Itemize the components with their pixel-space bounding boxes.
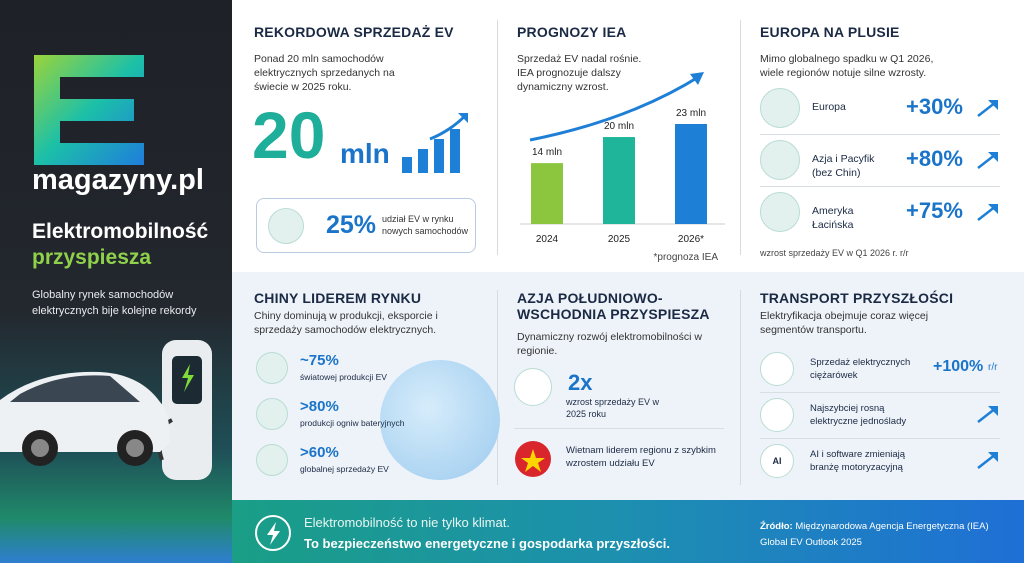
europe-note: wzrost sprzedaży EV w Q1 2026 r. r/r <box>760 248 909 258</box>
globe <box>380 360 500 480</box>
divider <box>514 428 724 429</box>
divider <box>760 186 1000 187</box>
vietnam-flag <box>515 441 551 477</box>
source-label: Źródło: <box>760 521 793 532</box>
region-name: Europa <box>812 101 846 113</box>
item-icon <box>760 352 794 386</box>
icon-label: AI <box>772 456 782 466</box>
up-arrow <box>977 452 998 469</box>
section-text: Ponad 20 mln samochodów elektrycznych sp… <box>254 53 395 93</box>
growth-icon <box>514 368 552 406</box>
section-title: REKORDOWA SPRZEDAŻ EV <box>254 24 454 40</box>
growth-value: 2x <box>568 370 593 395</box>
source-text: Międzynarodowa Agencja Energetyczna (IEA… <box>760 521 989 548</box>
up-arrow <box>977 100 998 117</box>
category-label: 2024 <box>536 234 559 245</box>
region-value: +80% <box>906 146 963 171</box>
big-unit: mln <box>340 138 390 169</box>
growth-label: wzrost sprzedaży EV w 2025 roku <box>566 397 660 419</box>
growth-icon <box>402 113 468 173</box>
bar <box>531 163 563 224</box>
chart-note: *prognoza IEA <box>653 252 719 263</box>
section-text: Chiny dominują w produkcji, eksporcie i … <box>254 310 438 336</box>
sidebar: magazyny.pl Elektromobilność przyspiesza… <box>0 0 232 563</box>
globe-icon <box>760 140 800 180</box>
category-label: 2025 <box>608 234 631 245</box>
footer-line2: To bezpieczeństwo energetyczne i gospoda… <box>304 536 671 551</box>
item-unit: r/r <box>988 362 998 373</box>
footer <box>232 500 1024 563</box>
item-icon: AI <box>760 444 794 478</box>
divider <box>760 134 1000 135</box>
category-label: 2026* <box>678 234 704 245</box>
globe-icon <box>760 192 800 232</box>
section-title: CHINY LIDEREM RYNKU <box>254 290 422 306</box>
section-title: AZJA POŁUDNIOWO-WSCHODNIA PRZYSPIESZA <box>517 290 710 322</box>
sidebar-title: Elektromobilność <box>32 220 209 243</box>
share-text: udział EV w rynku nowych samochodów <box>382 214 469 236</box>
vietnam-text: Wietnam liderem regionu z szybkim wzrost… <box>566 445 716 469</box>
region-name: Azja i Pacyfik (bez Chin) <box>812 153 875 179</box>
item-value: ~75% <box>300 352 339 369</box>
region-name: Ameryka Łacińska <box>812 205 854 231</box>
brand: magazyny.pl <box>32 164 204 196</box>
divider <box>497 20 498 255</box>
car-icon <box>268 208 304 244</box>
big-value: 20 <box>252 98 326 172</box>
up-arrow <box>977 204 998 221</box>
item-label: produkcji ogniw bateryjnych <box>300 418 405 428</box>
up-arrow <box>977 406 998 423</box>
logo-mark <box>34 55 144 165</box>
sidebar-subtitle: Globalny rynek samochodów elektrycznych … <box>32 289 197 317</box>
share-box <box>256 198 476 253</box>
section-title: PROGNOZY IEA <box>517 24 627 40</box>
section-text: Dynamiczny rozwój elektromobilności w re… <box>517 331 702 357</box>
section-title: TRANSPORT PRZYSZŁOŚCI <box>760 290 954 306</box>
section-text: Elektryfikacja obejmuje coraz więcej seg… <box>760 310 929 336</box>
item-icon <box>760 398 794 432</box>
footer-source: Źródło: Międzynarodowa Agencja Energetyc… <box>760 519 990 551</box>
car-illustration <box>0 340 212 480</box>
item-icon <box>256 444 288 476</box>
divider <box>740 20 741 255</box>
item-label: Najszybciej rosną elektryczne jednoślady <box>810 403 907 427</box>
item-value: +100% <box>933 358 984 375</box>
region-value: +30% <box>906 94 963 119</box>
globe-icon <box>760 88 800 128</box>
item-icon <box>256 398 288 430</box>
divider <box>497 290 498 485</box>
item-label: Sprzedaż elektrycznych ciężarówek <box>810 357 911 381</box>
bolt-icon <box>255 515 291 551</box>
item-label: światowej produkcji EV <box>300 372 387 382</box>
forecast-chart: 14 mln 2024 20 mln 2025 23 mln 2026* <box>520 72 725 245</box>
item-value: >80% <box>300 398 339 415</box>
bar <box>603 137 635 224</box>
section-text: Mimo globalnego spadku w Q1 2026, wiele … <box>760 53 934 79</box>
item-label: AI i software zmieniają branżę motoryzac… <box>810 449 906 473</box>
sidebar-highlight: przyspiesza <box>32 246 152 269</box>
value-label: 23 mln <box>676 108 706 119</box>
item-value: >60% <box>300 444 339 461</box>
bar <box>675 124 707 224</box>
item-icon <box>256 352 288 384</box>
section-title: EUROPA NA PLUSIE <box>760 24 900 40</box>
section-text: Sprzedaż EV nadal rośnie. IEA prognozuje… <box>517 53 642 93</box>
footer-line1: Elektromobilność to nie tylko klimat. <box>304 515 510 530</box>
share-value: 25% <box>326 211 377 239</box>
up-arrow <box>977 152 998 169</box>
bottom-row <box>232 272 1024 500</box>
region-value: +75% <box>906 198 963 223</box>
value-label: 14 mln <box>532 147 562 158</box>
item-label: globalnej sprzedaży EV <box>300 464 389 474</box>
value-label: 20 mln <box>604 121 634 132</box>
divider <box>760 392 1000 393</box>
divider <box>760 438 1000 439</box>
divider <box>740 290 741 485</box>
